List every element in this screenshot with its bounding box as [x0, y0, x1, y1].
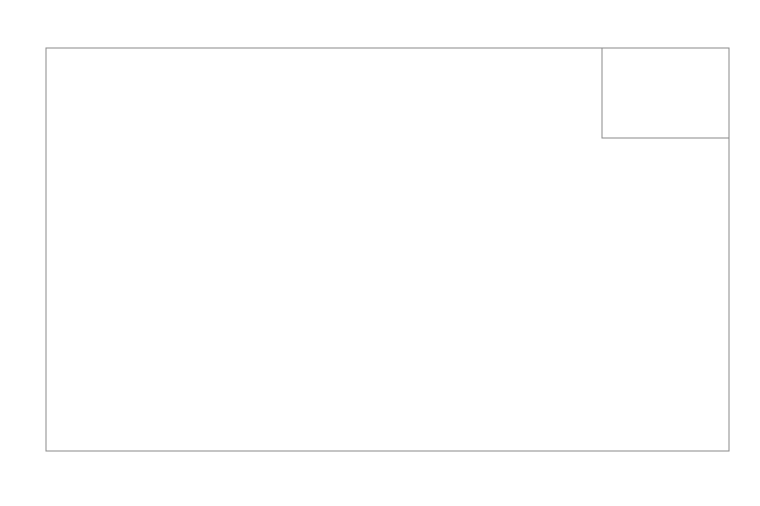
legend: [601, 47, 730, 139]
plot-frame: [45, 47, 730, 452]
legend-box: [601, 47, 730, 139]
